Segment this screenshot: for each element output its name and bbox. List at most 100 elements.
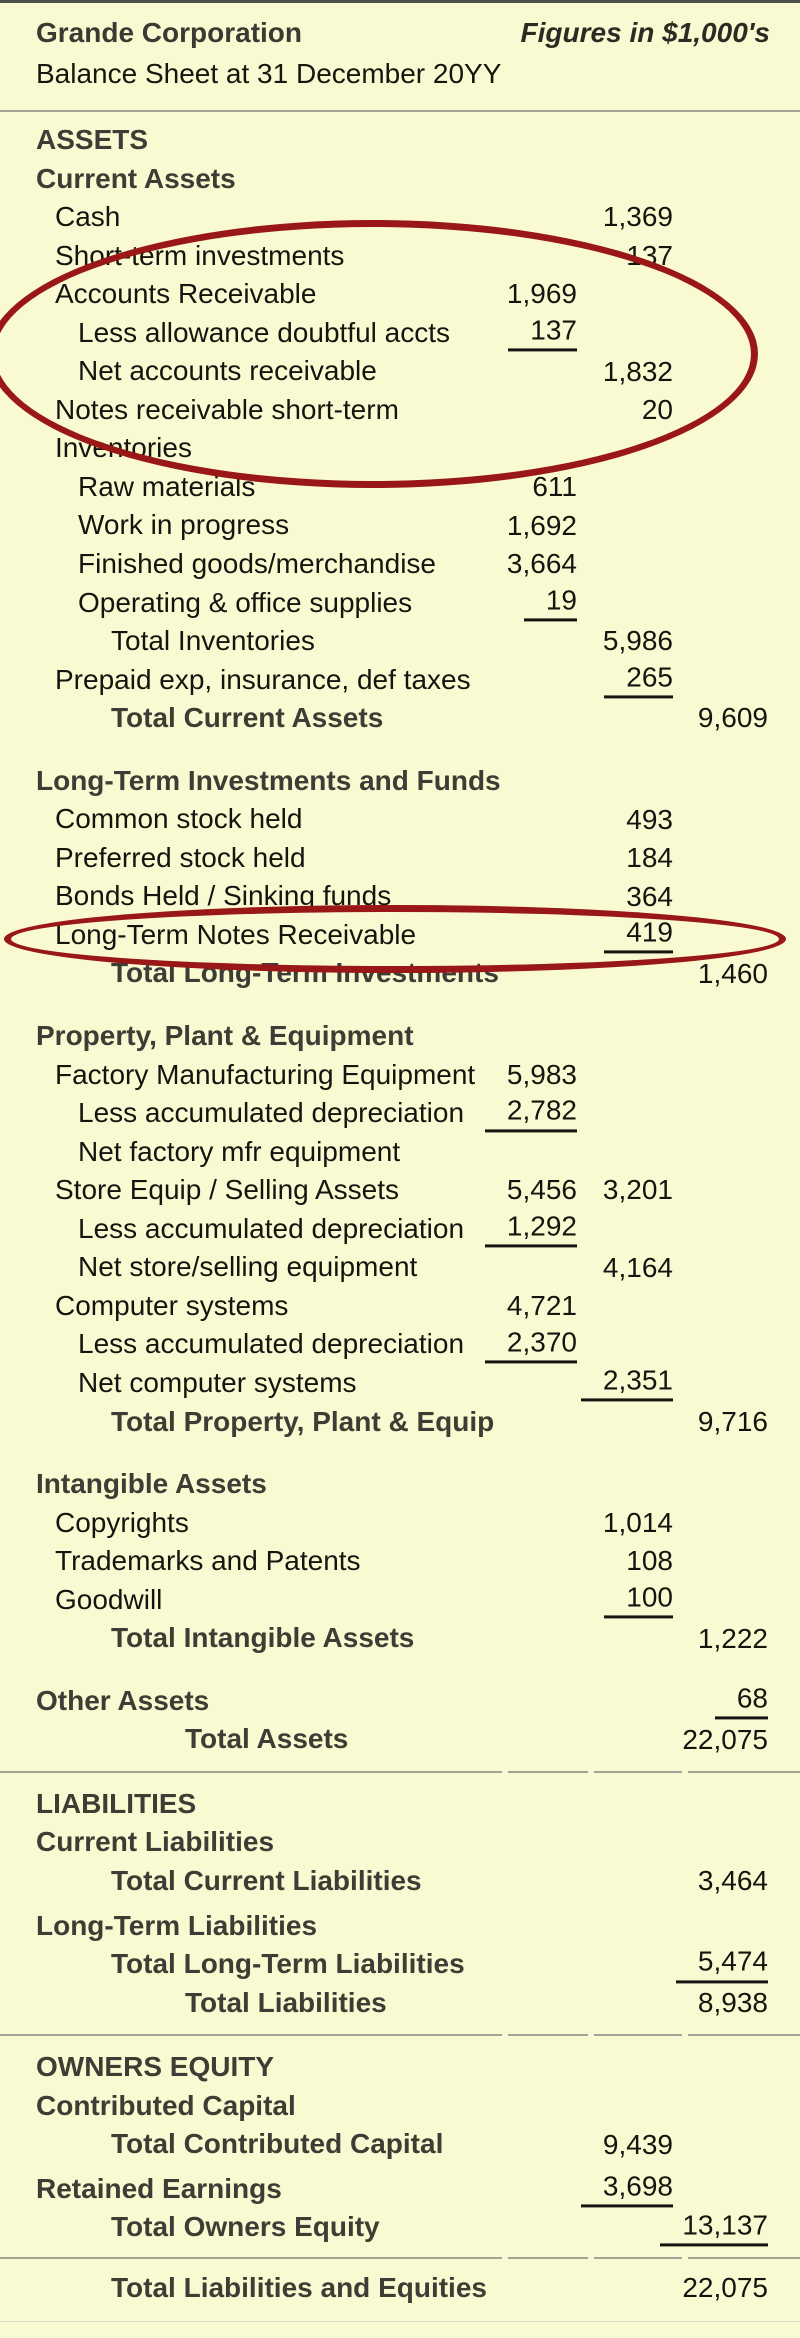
balance-sheet-rows: ASSETS Current Assets Cash 1,369 Short-term … bbox=[0, 121, 800, 2307]
row-label: Long-Term Notes Receivable bbox=[55, 918, 417, 950]
row-label: Retained Earnings bbox=[36, 2172, 282, 2204]
document-title: Balance Sheet at 31 December 20YY bbox=[36, 58, 502, 89]
section-header-row: Contributed Capital bbox=[0, 2087, 800, 2126]
section-header-row: Property, Plant & Equipment bbox=[0, 1017, 800, 1056]
table-row: Raw materials 611 bbox=[0, 468, 800, 507]
amount-c3: 68 bbox=[714, 1682, 768, 1720]
table-row: Short-term investments 137 bbox=[0, 237, 800, 276]
row-label: Net factory mfr equipment bbox=[78, 1135, 401, 1167]
amount-c2: 184 bbox=[626, 842, 673, 874]
table-row: Finished goods/merchandise 3,664 bbox=[0, 545, 800, 584]
amount-c1: 1,692 bbox=[506, 509, 577, 541]
amount-c1: 137 bbox=[508, 314, 577, 352]
amount-c2: 1,369 bbox=[602, 201, 673, 233]
amount-c1: 2,782 bbox=[484, 1095, 577, 1132]
units-note: Figures in $1,000's bbox=[520, 17, 770, 48]
row-label: Bonds Held / Sinking funds bbox=[55, 880, 392, 912]
row-label: Long-Term Liabilities bbox=[36, 1909, 318, 1941]
table-row: Preferred stock held 184 bbox=[0, 839, 800, 878]
row-label: Notes receivable short-term bbox=[55, 393, 399, 425]
section-header-row: Total Owners Equity 13,137 bbox=[0, 2208, 800, 2247]
table-row: Work in progress 1,692 bbox=[0, 506, 800, 545]
row-label: Inventories bbox=[55, 432, 192, 464]
row-label: Current Assets bbox=[36, 162, 236, 194]
row-label: Total Liabilities bbox=[185, 1986, 387, 2018]
row-label: Cash bbox=[55, 201, 121, 233]
screen-top-edge bbox=[0, 0, 800, 3]
row-label: Total Inventories bbox=[111, 625, 315, 657]
row-label: Current Liabilities bbox=[36, 1826, 275, 1858]
row-label: Finished goods/merchandise bbox=[78, 548, 436, 580]
table-row: Operating & office supplies 19 bbox=[0, 584, 800, 623]
row-label: Operating & office supplies bbox=[78, 586, 413, 618]
amount-c2: 419 bbox=[604, 917, 673, 954]
row-label: LIABILITIES bbox=[36, 1787, 197, 1819]
section-header-row: Total Liabilities and Equities 22,075 bbox=[0, 2269, 800, 2308]
amount-c2: 9,439 bbox=[602, 2128, 673, 2160]
table-row: Less accumulated depreciation 2,782 bbox=[0, 1094, 800, 1133]
section-header-row: LIABILITIES bbox=[0, 1785, 800, 1824]
amount-c2: 108 bbox=[626, 1545, 673, 1577]
row-label: OWNERS EQUITY bbox=[36, 2051, 275, 2083]
row-label: Net accounts receivable bbox=[78, 355, 377, 387]
table-row: Net accounts receivable 1,832 bbox=[0, 352, 800, 391]
row-label: Total Property, Plant & Equip bbox=[111, 1405, 495, 1437]
section-header-row: Retained Earnings 3,698 bbox=[0, 2170, 800, 2209]
table-row: Less accumulated depreciation 1,292 bbox=[0, 1210, 800, 1249]
section-header-row: Intangible Assets bbox=[0, 1465, 800, 1504]
amount-c3: 3,464 bbox=[697, 1865, 768, 1897]
section-header-row: OWNERS EQUITY bbox=[0, 2048, 800, 2087]
row-label: Short-term investments bbox=[55, 239, 345, 271]
amount-c3: 9,609 bbox=[697, 702, 768, 734]
amount-c2: 1,014 bbox=[602, 1506, 673, 1538]
amount-c1: 611 bbox=[532, 471, 577, 503]
amount-c3: 8,938 bbox=[697, 1986, 768, 2018]
row-label: Total Contributed Capital bbox=[111, 2128, 444, 2160]
amount-c2: 3,698 bbox=[580, 2170, 673, 2208]
row-label: Less accumulated depreciation bbox=[78, 1212, 465, 1244]
bottom-rule bbox=[0, 2321, 800, 2322]
amount-c2: 2,351 bbox=[580, 1365, 673, 1402]
table-row: Inventories bbox=[0, 429, 800, 468]
table-row: Bonds Held / Sinking funds 364 bbox=[0, 877, 800, 916]
document-header: Grande Corporation Figures in $1,000's B… bbox=[0, 0, 800, 112]
row-label: Raw materials bbox=[78, 470, 256, 502]
section-divider bbox=[0, 2034, 800, 2037]
section-header-row: Total Liabilities 8,938 bbox=[0, 1984, 800, 2023]
amount-c1: 19 bbox=[523, 584, 577, 622]
amount-c1: 5,983 bbox=[506, 1058, 577, 1090]
row-label: Other Assets bbox=[36, 1684, 210, 1716]
table-row: Computer systems 4,721 bbox=[0, 1287, 800, 1326]
row-label: ASSETS bbox=[36, 124, 149, 155]
amount-c1: 1,292 bbox=[484, 1210, 577, 1248]
amount-c2: 364 bbox=[626, 880, 673, 912]
section-header-row: Long-Term Investments and Funds bbox=[0, 762, 800, 801]
amount-c1: 3,664 bbox=[506, 548, 577, 580]
row-label: Work in progress bbox=[78, 509, 290, 541]
amount-c3: 1,222 bbox=[697, 1622, 768, 1654]
table-row: Accounts Receivable 1,969 bbox=[0, 275, 800, 314]
amount-c2: 20 bbox=[641, 394, 673, 425]
section-header-row: Long-Term Liabilities bbox=[0, 1907, 800, 1946]
table-row: Net store/selling equipment 4,164 bbox=[0, 1248, 800, 1287]
amount-c2: 1,832 bbox=[602, 355, 673, 387]
row-label: Copyrights bbox=[55, 1506, 189, 1538]
section-header-row: Other Assets 68 bbox=[0, 1682, 800, 1721]
amount-c1: 2,370 bbox=[484, 1326, 577, 1364]
table-row: Less allowance doubtful accts 137 bbox=[0, 314, 800, 353]
section-header-row: ASSETS bbox=[0, 121, 800, 160]
table-row: Net computer systems 2,351 bbox=[0, 1364, 800, 1403]
amount-c3: 5,474 bbox=[675, 1946, 768, 1983]
row-label: Less accumulated depreciation bbox=[78, 1328, 465, 1360]
row-label: Less allowance doubtful accts bbox=[78, 316, 450, 348]
row-label: Net computer systems bbox=[78, 1366, 357, 1398]
row-label: Accounts Receivable bbox=[55, 278, 317, 310]
table-row: Long-Term Notes Receivable 419 bbox=[0, 916, 800, 955]
table-row: Common stock held 493 bbox=[0, 800, 800, 839]
amount-c1: 1,969 bbox=[506, 278, 577, 310]
table-row: Total Inventories 5,986 bbox=[0, 622, 800, 661]
row-label: Total Current Assets bbox=[111, 702, 384, 734]
row-label: Intangible Assets bbox=[36, 1468, 267, 1500]
row-label: Goodwill bbox=[55, 1583, 163, 1615]
section-header-row: Total Assets 22,075 bbox=[0, 1720, 800, 1759]
